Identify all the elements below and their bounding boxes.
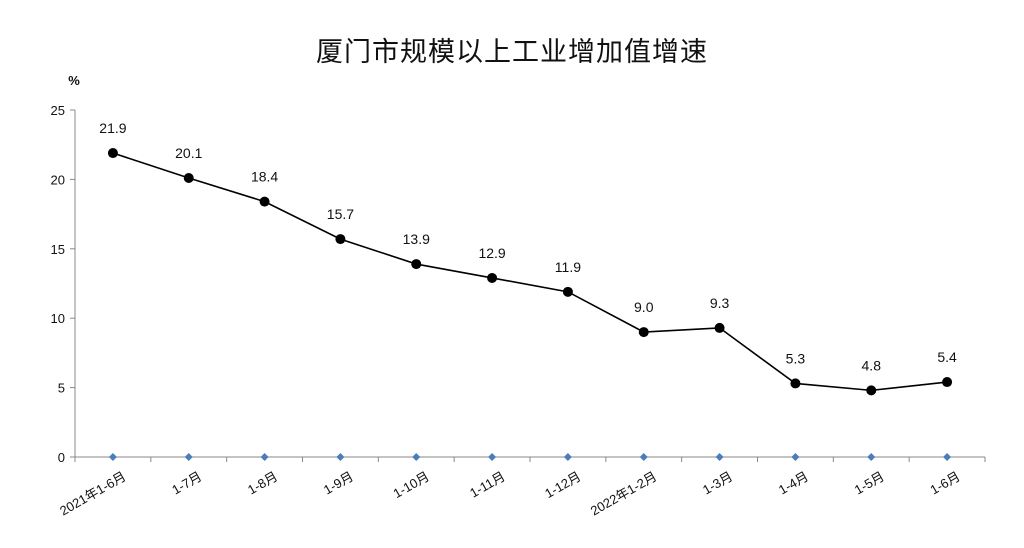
x-tick-label: 1-7月 xyxy=(169,469,204,498)
x-tick-label: 1-8月 xyxy=(245,469,280,498)
series-marks xyxy=(107,148,953,461)
data-label: 18.4 xyxy=(251,169,278,185)
data-point xyxy=(183,173,194,184)
baseline-marker xyxy=(488,453,497,461)
data-label: 9.0 xyxy=(634,299,654,315)
chart-title: 厦门市规模以上工业增加值增速 xyxy=(316,37,708,68)
data-point xyxy=(866,385,877,396)
data-label: 12.9 xyxy=(478,245,505,261)
x-tick-label: 1-3月 xyxy=(700,469,735,498)
baseline-marker xyxy=(336,453,345,461)
baseline-marker xyxy=(715,453,724,461)
x-tick-label: 1-4月 xyxy=(776,469,811,498)
data-label: 4.8 xyxy=(862,357,882,373)
data-point xyxy=(107,148,118,159)
x-tick-label: 1-10月 xyxy=(390,469,431,502)
data-label: 11.9 xyxy=(555,259,581,275)
data-point xyxy=(714,322,725,333)
data-point xyxy=(411,259,422,270)
data-point xyxy=(259,196,270,207)
baseline-marker xyxy=(791,453,800,461)
y-tick-label: 15 xyxy=(51,242,65,257)
baseline-marker xyxy=(563,453,572,461)
data-label: 15.7 xyxy=(327,206,354,222)
y-tick-label: 25 xyxy=(51,103,65,118)
y-axis-unit: % xyxy=(68,73,80,88)
data-point xyxy=(562,286,573,297)
data-label: 5.4 xyxy=(937,349,957,365)
x-tick-label: 2021年1-6月 xyxy=(57,469,128,519)
x-tick-label: 1-6月 xyxy=(928,469,963,498)
baseline-marker xyxy=(260,453,269,461)
data-label: 13.9 xyxy=(403,231,430,247)
x-tick-label: 1-12月 xyxy=(542,469,583,502)
y-tick-label: 10 xyxy=(51,311,65,326)
data-label: 5.3 xyxy=(786,350,806,366)
data-label: 21.9 xyxy=(99,120,126,136)
data-point xyxy=(487,272,498,283)
data-label: 20.1 xyxy=(175,145,202,161)
y-tick-label: 5 xyxy=(58,381,65,396)
data-point xyxy=(942,377,953,388)
axes: 0 5 10 15 20 25% 2021年1-6月 1-7月 1-8月 1-9月 1-10月 1-1… xyxy=(51,73,986,519)
baseline-marker xyxy=(184,453,193,461)
x-tick-label: 2022年1-2月 xyxy=(588,469,659,519)
data-point xyxy=(790,378,801,389)
x-tick-label: 1-11月 xyxy=(467,469,507,501)
baseline-marker xyxy=(867,453,876,461)
y-tick-label: 0 xyxy=(58,450,65,465)
baseline-marker xyxy=(943,453,952,461)
data-point xyxy=(335,234,346,245)
baseline-marker xyxy=(412,453,421,461)
y-tick-label: 20 xyxy=(51,172,65,187)
data-labels: 21.9 20.1 18.4 15.7 13.9 12.9 11.9 9.0 9.3 5.3 4.8… xyxy=(99,120,957,373)
series-line xyxy=(112,152,948,392)
baseline-marker xyxy=(108,453,117,461)
x-tick-label: 1-9月 xyxy=(321,469,356,498)
data-label: 9.3 xyxy=(710,295,730,311)
baseline-marker xyxy=(639,453,648,461)
x-tick-label: 1-5月 xyxy=(852,469,887,498)
data-point xyxy=(638,327,649,338)
